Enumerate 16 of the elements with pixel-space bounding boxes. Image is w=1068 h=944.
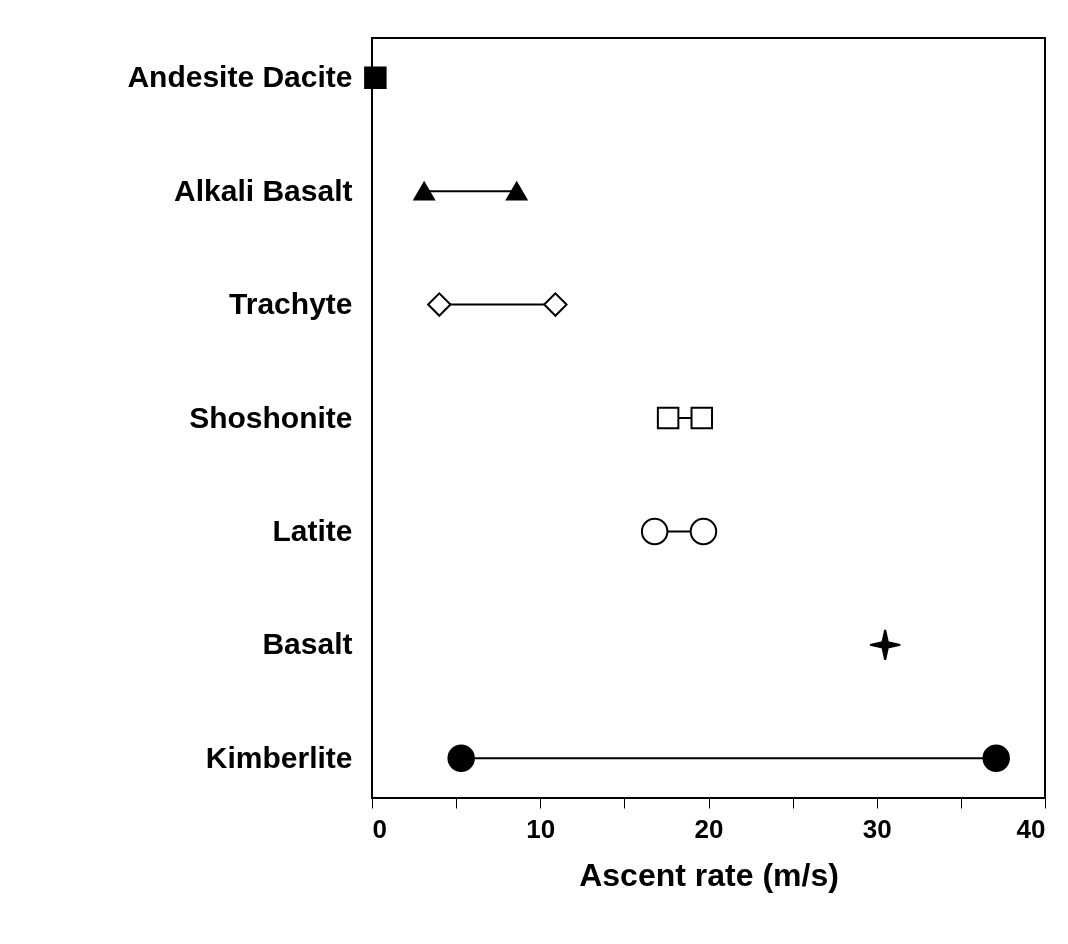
point [543, 292, 568, 317]
y-tick-label: Latite [272, 513, 353, 547]
y-tick-label: Trachyte [229, 287, 353, 321]
y-tick-label: Shoshonite [189, 400, 353, 434]
point [690, 406, 714, 430]
point [364, 66, 387, 89]
y-tick-label: Kimberlite [205, 740, 353, 774]
x-tick-label: 20 [694, 813, 724, 844]
y-tick-label: Alkali Basalt [174, 173, 353, 207]
x-tick-label: 30 [862, 813, 892, 844]
y-tick-label: Basalt [262, 627, 353, 661]
x-axis-title: Ascent rate (m/s) [579, 856, 839, 893]
x-tick-label: 10 [526, 813, 556, 844]
x-tick-label: 40 [1016, 813, 1046, 844]
y-tick-label: Andesite Dacite [127, 60, 353, 94]
x-tick-label: 0 [372, 813, 387, 844]
